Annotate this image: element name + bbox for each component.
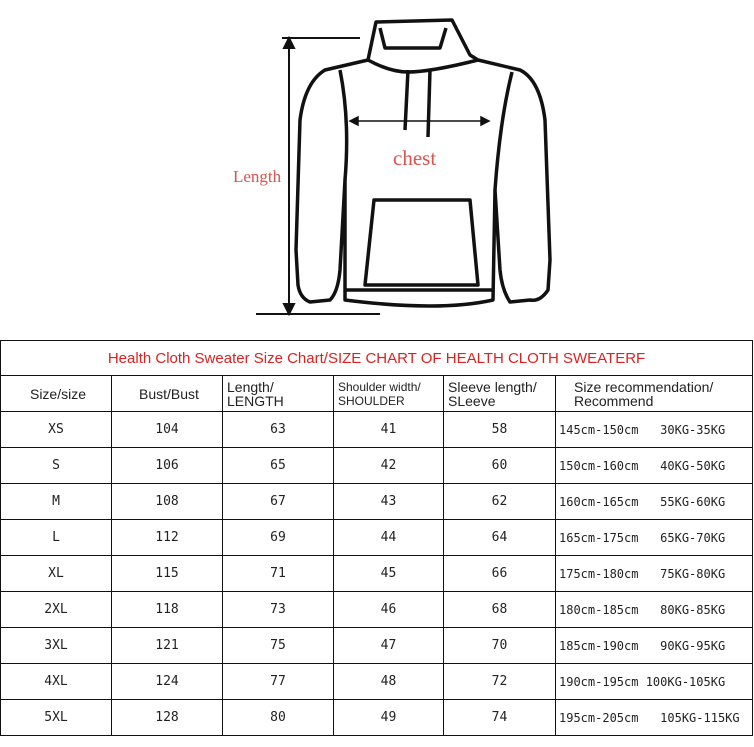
- cell-shoulder: 48: [333, 663, 444, 700]
- table-row: 2XL 118 73 46 68 180cm-185cm 80KG-85KG: [0, 591, 754, 628]
- cell-bust: 112: [111, 519, 223, 556]
- cell-size: XL: [0, 555, 112, 592]
- table-row: S 106 65 42 60 150cm-160cm 40KG-50KG: [0, 447, 754, 484]
- cell-shoulder: 46: [333, 591, 444, 628]
- chest-measure-arrow: [348, 115, 491, 127]
- cell-recommend: 175cm-180cm 75KG-80KG: [554, 555, 754, 592]
- cell-size: S: [0, 447, 112, 484]
- cell-length: 69: [222, 519, 334, 556]
- cell-sleeve: 74: [443, 699, 556, 736]
- header-size: Size/size: [0, 375, 112, 412]
- cell-sleeve: 58: [443, 411, 556, 448]
- cell-sleeve: 70: [443, 627, 556, 664]
- cell-size: 3XL: [0, 627, 112, 664]
- cell-size: 2XL: [0, 591, 112, 628]
- cell-size: 4XL: [0, 663, 112, 700]
- cell-size: M: [0, 483, 112, 520]
- cell-bust: 124: [111, 663, 223, 700]
- cell-recommend: 145cm-150cm 30KG-35KG: [554, 411, 754, 448]
- cell-shoulder: 43: [333, 483, 444, 520]
- cell-length: 80: [222, 699, 334, 736]
- table-row: XL 115 71 45 66 175cm-180cm 75KG-80KG: [0, 555, 754, 592]
- header-recommend: Size recommendation/Recommend: [554, 375, 754, 412]
- hoodie-diagram: Length chest: [233, 18, 552, 317]
- cell-length: 63: [222, 411, 334, 448]
- table-title: Health Cloth Sweater Size Chart/SIZE CHA…: [0, 340, 754, 376]
- cell-bust: 106: [111, 447, 223, 484]
- length-label: Length: [233, 167, 282, 186]
- cell-sleeve: 64: [443, 519, 556, 556]
- header-bust: Bust/Bust: [111, 375, 223, 412]
- cell-bust: 108: [111, 483, 223, 520]
- cell-shoulder: 44: [333, 519, 444, 556]
- cell-recommend: 150cm-160cm 40KG-50KG: [554, 447, 754, 484]
- cell-bust: 128: [111, 699, 223, 736]
- hoodie-outline: [294, 18, 552, 308]
- table-row: L 112 69 44 64 165cm-175cm 65KG-70KG: [0, 519, 754, 556]
- table-row: 4XL 124 77 48 72 190cm-195cm 100KG-105KG: [0, 663, 754, 700]
- cell-sleeve: 62: [443, 483, 556, 520]
- table-row: 5XL 128 80 49 74 195cm-205cm 105KG-115KG: [0, 699, 754, 736]
- table-row: M 108 67 43 62 160cm-165cm 55KG-60KG: [0, 483, 754, 520]
- cell-length: 67: [222, 483, 334, 520]
- cell-size: XS: [0, 411, 112, 448]
- length-measure-arrow: [256, 35, 380, 317]
- header-row: Size/size Bust/Bust Length/LENGTH Should…: [0, 375, 754, 412]
- header-length: Length/LENGTH: [222, 375, 334, 412]
- cell-length: 71: [222, 555, 334, 592]
- cell-length: 65: [222, 447, 334, 484]
- cell-length: 75: [222, 627, 334, 664]
- title-row: Health Cloth Sweater Size Chart/SIZE CHA…: [0, 340, 754, 376]
- cell-size: L: [0, 519, 112, 556]
- cell-bust: 115: [111, 555, 223, 592]
- cell-sleeve: 72: [443, 663, 556, 700]
- size-chart-table: Health Cloth Sweater Size Chart/SIZE CHA…: [0, 340, 754, 736]
- cell-size: 5XL: [0, 699, 112, 736]
- cell-bust: 121: [111, 627, 223, 664]
- cell-shoulder: 42: [333, 447, 444, 484]
- cell-sleeve: 68: [443, 591, 556, 628]
- header-shoulder: Shoulder width/SHOULDER: [333, 375, 444, 412]
- cell-recommend: 180cm-185cm 80KG-85KG: [554, 591, 754, 628]
- cell-bust: 118: [111, 591, 223, 628]
- header-sleeve: Sleeve length/SLeeve: [443, 375, 556, 412]
- table-row: 3XL 121 75 47 70 185cm-190cm 90KG-95KG: [0, 627, 754, 664]
- cell-shoulder: 49: [333, 699, 444, 736]
- cell-length: 77: [222, 663, 334, 700]
- cell-recommend: 165cm-175cm 65KG-70KG: [554, 519, 754, 556]
- cell-bust: 104: [111, 411, 223, 448]
- cell-recommend: 190cm-195cm 100KG-105KG: [554, 663, 754, 700]
- cell-shoulder: 45: [333, 555, 444, 592]
- cell-sleeve: 66: [443, 555, 556, 592]
- cell-shoulder: 47: [333, 627, 444, 664]
- cell-sleeve: 60: [443, 447, 556, 484]
- table-row: XS 104 63 41 58 145cm-150cm 30KG-35KG: [0, 411, 754, 448]
- cell-recommend: 195cm-205cm 105KG-115KG: [554, 699, 754, 736]
- cell-length: 73: [222, 591, 334, 628]
- chest-label: chest: [393, 146, 436, 170]
- cell-recommend: 185cm-190cm 90KG-95KG: [554, 627, 754, 664]
- cell-recommend: 160cm-165cm 55KG-60KG: [554, 483, 754, 520]
- cell-shoulder: 41: [333, 411, 444, 448]
